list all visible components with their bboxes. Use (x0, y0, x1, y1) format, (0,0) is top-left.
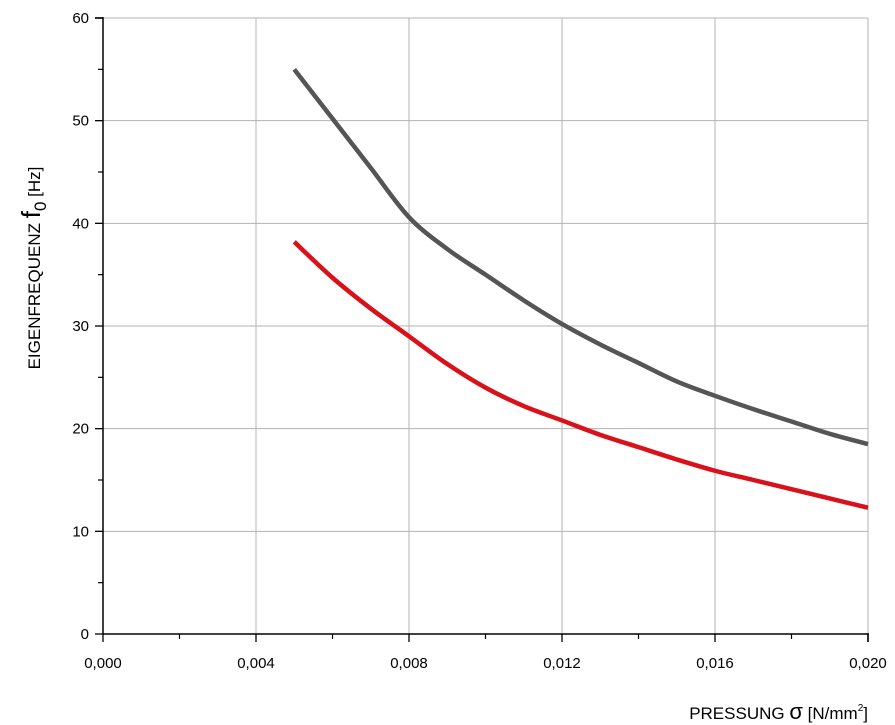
x-tick-label-4: 0,016 (696, 655, 734, 672)
y-tick-labels: 0 10 20 30 40 50 60 (72, 10, 89, 643)
y-tick-label-5: 50 (72, 113, 89, 130)
x-axis-title: PRESSUNG σ [N/mm2] (689, 699, 868, 724)
y-tick-label-0: 0 (81, 626, 89, 643)
y-tick-label-1: 10 (72, 523, 89, 540)
y-tick-label-6: 60 (72, 10, 89, 27)
y-axis-title: EIGENFREQUENZ f0 [Hz] (16, 167, 50, 370)
x-tick-labels: 0,000 0,004 0,008 0,012 0,016 0,020 (84, 655, 887, 672)
y-tick-label-3: 30 (72, 318, 89, 335)
x-tick-label-0: 0,000 (84, 655, 122, 672)
series-line-0 (292, 67, 869, 447)
x-tick-label-3: 0,012 (543, 655, 581, 672)
x-tick-label-5: 0,020 (849, 655, 887, 672)
grid (103, 17, 869, 634)
x-tick-label-1: 0,004 (237, 655, 275, 672)
y-tick-label-4: 40 (72, 215, 89, 232)
axes (95, 17, 869, 642)
x-tick-label-2: 0,008 (390, 655, 428, 672)
series-group (292, 67, 869, 510)
y-tick-label-2: 20 (72, 421, 89, 438)
series-line-1 (292, 240, 869, 510)
